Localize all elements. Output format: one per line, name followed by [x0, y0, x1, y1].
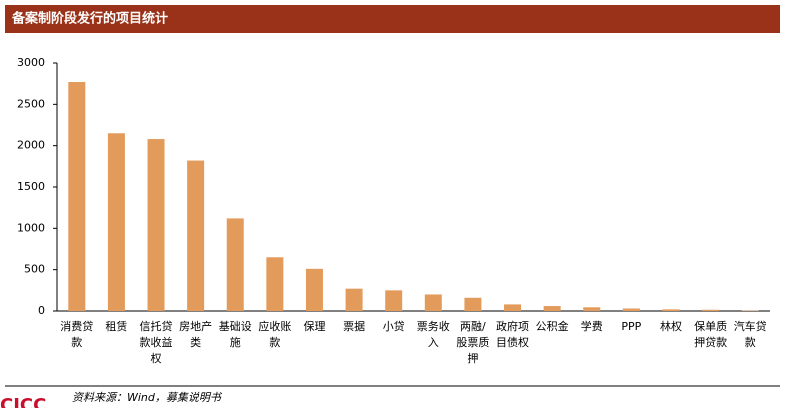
logo: CICC: [0, 395, 46, 408]
x-tick-label: 信托贷款收益权: [140, 319, 173, 365]
x-tick-label: 房地产类: [179, 319, 212, 349]
x-tick-line: 房地产: [179, 319, 212, 333]
x-tick-line: 汽车贷: [734, 319, 767, 333]
x-tick-label: 政府项目债权: [496, 319, 529, 349]
x-tick-label: 基础设施: [219, 320, 252, 349]
x-tick-line: 权: [151, 352, 162, 365]
y-tick-label: 2000: [17, 139, 45, 152]
x-tick-label: PPP: [621, 320, 641, 333]
bar: [662, 309, 679, 311]
x-tick-label: 应收账款: [258, 319, 291, 349]
bar: [425, 294, 442, 311]
bar: [187, 161, 204, 311]
x-tick-line: 保理: [303, 319, 325, 333]
bar: [702, 310, 719, 311]
chart-title: 备案制阶段发行的项目统计: [11, 11, 168, 27]
x-tick-line: PPP: [621, 320, 641, 333]
x-tick-label: 票务收入: [417, 319, 450, 349]
bar: [385, 290, 402, 311]
x-tick-line: 保单质: [694, 319, 727, 333]
x-tick-label: 汽车贷款: [734, 319, 767, 349]
x-tick-label: 小贷: [383, 319, 405, 333]
bar: [68, 82, 85, 311]
x-tick-line: 目债权: [496, 335, 529, 349]
bar: [148, 139, 165, 311]
y-tick-label: 500: [24, 263, 45, 276]
x-tick-line: 款: [745, 335, 756, 349]
bar: [544, 306, 561, 311]
y-tick-label: 2500: [17, 97, 45, 110]
x-tick-line: 应收账: [258, 319, 291, 333]
x-tick-line: 消费贷: [60, 319, 93, 333]
x-tick-line: 款收益: [140, 335, 173, 349]
x-tick-line: 林权: [660, 319, 682, 333]
x-tick-line: 施: [230, 336, 241, 349]
x-tick-line: 款: [71, 335, 82, 349]
x-tick-line: 租赁: [105, 319, 127, 333]
x-tick-label: 公积金: [536, 319, 569, 333]
x-tick-line: 票据: [343, 319, 365, 333]
bar: [504, 304, 521, 311]
x-tick-line: 小贷: [383, 319, 405, 333]
bar: [227, 218, 244, 311]
y-tick-label: 0: [38, 304, 45, 317]
x-tick-line: 押贷款: [694, 335, 727, 349]
y-tick-label: 1000: [17, 221, 45, 234]
bar: [266, 257, 283, 311]
x-tick-line: 学费: [581, 319, 603, 333]
source-note: 资料来源：Wind，募集说明书: [72, 391, 223, 404]
x-tick-label: 票据: [343, 319, 365, 333]
y-tick-label: 3000: [17, 56, 45, 69]
x-tick-line: 类: [190, 335, 201, 349]
x-tick-line: 公积金: [536, 319, 569, 333]
x-tick-line: 信托贷: [140, 319, 173, 333]
x-tick-line: 政府项: [496, 319, 529, 333]
y-tick-label: 1500: [17, 180, 45, 193]
x-tick-line: 押: [467, 351, 478, 365]
x-tick-line: 款: [269, 335, 280, 349]
x-tick-label: 租赁: [105, 319, 127, 333]
x-tick-line: 股票质: [456, 336, 489, 349]
x-tick-label: 消费贷款: [60, 319, 93, 349]
x-tick-label: 保理: [303, 319, 325, 333]
bar: [306, 269, 323, 311]
x-tick-label: 学费: [581, 319, 603, 333]
x-tick-line: 两融/: [460, 320, 486, 333]
x-tick-label: 林权: [660, 319, 682, 333]
bar: [464, 298, 481, 311]
bar: [108, 133, 125, 311]
x-tick-line: 基础设: [219, 320, 252, 333]
bar: [346, 289, 363, 311]
bar: [623, 309, 640, 311]
bar: [583, 307, 600, 311]
x-tick-line: 票务收: [417, 319, 450, 333]
x-tick-label: 两融/股票质押: [456, 320, 489, 365]
x-tick-line: 入: [428, 336, 439, 349]
x-tick-label: 保单质押贷款: [694, 319, 727, 349]
